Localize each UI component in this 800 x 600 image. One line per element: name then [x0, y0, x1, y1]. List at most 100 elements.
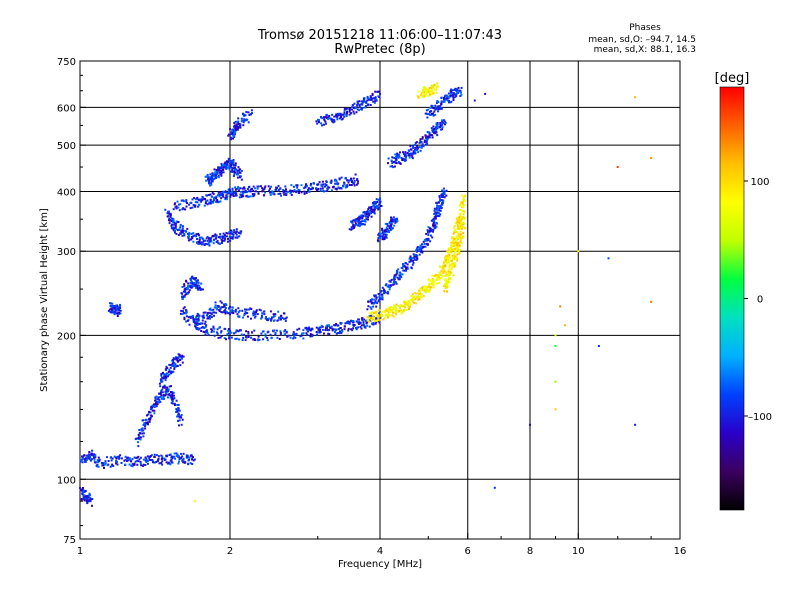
x-mode-point	[445, 258, 448, 261]
x-mode-point	[429, 91, 432, 94]
o-mode-point	[449, 92, 452, 95]
o-mode-point	[231, 309, 234, 311]
o-mode-point	[266, 319, 269, 322]
o-mode-point	[168, 219, 170, 222]
o-mode-point	[352, 177, 355, 180]
o-mode-point	[426, 142, 429, 145]
x-mode-point	[376, 315, 379, 318]
o-mode-point	[454, 89, 457, 92]
o-mode-point	[425, 139, 428, 142]
o-mode-point	[243, 333, 246, 336]
o-mode-point	[439, 121, 442, 124]
o-mode-point	[234, 310, 237, 313]
o-mode-point	[235, 125, 238, 128]
o-mode-point	[237, 123, 240, 125]
o-mode-point	[174, 202, 177, 205]
o-mode-point	[153, 453, 156, 456]
o-mode-point	[177, 206, 180, 209]
o-mode-point	[217, 194, 220, 197]
o-mode-point	[101, 464, 104, 467]
o-mode-point	[185, 200, 188, 203]
x-mode-point	[433, 280, 436, 283]
x-mode-point	[458, 221, 461, 224]
o-mode-point	[201, 198, 204, 201]
x-mode-point	[371, 316, 374, 319]
o-mode-point	[189, 284, 192, 287]
o-mode-point	[353, 180, 356, 183]
o-mode-point	[358, 318, 360, 321]
o-mode-point	[101, 462, 104, 465]
x-mode-point	[462, 199, 465, 201]
x-mode-point	[456, 243, 458, 245]
o-mode-point	[343, 325, 346, 328]
o-mode-point	[166, 367, 169, 370]
o-mode-point	[351, 221, 354, 224]
o-mode-point	[430, 219, 433, 222]
o-mode-point	[425, 109, 428, 112]
o-mode-point	[166, 387, 169, 390]
o-mode-point	[434, 104, 437, 107]
o-mode-point	[109, 456, 112, 459]
o-mode-point	[328, 329, 331, 332]
o-mode-point	[168, 373, 170, 376]
o-mode-point	[251, 112, 253, 115]
o-mode-point	[323, 332, 325, 335]
o-mode-point	[224, 196, 227, 199]
o-mode-point	[87, 454, 90, 456]
x-mode-point	[376, 314, 379, 317]
o-mode-point	[406, 267, 409, 270]
o-mode-point	[441, 119, 443, 122]
x-mode-point	[452, 227, 455, 230]
scattered-point	[493, 486, 496, 489]
o-mode-point	[223, 337, 226, 340]
o-mode-point	[360, 220, 363, 223]
o-mode-point	[429, 227, 432, 230]
o-mode-point	[363, 318, 366, 321]
o-mode-point	[228, 192, 231, 195]
o-mode-point	[185, 312, 187, 315]
o-mode-point	[428, 110, 431, 113]
o-mode-point	[402, 263, 405, 266]
o-mode-point	[197, 288, 200, 291]
o-mode-point	[377, 95, 380, 98]
o-mode-point	[163, 457, 166, 460]
o-mode-point	[378, 203, 381, 206]
o-mode-point	[259, 185, 262, 188]
o-mode-point	[348, 322, 351, 325]
o-mode-point	[182, 461, 185, 464]
o-mode-point	[157, 396, 160, 399]
o-mode-point	[89, 496, 92, 499]
o-mode-point	[202, 240, 205, 243]
o-mode-point	[184, 293, 187, 296]
o-mode-point	[337, 112, 340, 115]
o-mode-point	[416, 148, 419, 151]
o-mode-point	[222, 166, 225, 169]
x-mode-point	[460, 233, 463, 236]
o-mode-point	[220, 306, 223, 309]
o-mode-point	[210, 309, 213, 312]
o-mode-point	[381, 227, 384, 230]
x-mode-point	[428, 282, 431, 285]
o-mode-point	[357, 224, 360, 227]
o-mode-point	[176, 365, 179, 367]
o-mode-point	[430, 127, 433, 130]
o-mode-point	[231, 170, 234, 173]
o-mode-point	[269, 193, 272, 196]
o-mode-point	[120, 457, 123, 460]
o-mode-point	[355, 111, 358, 114]
x-mode-point	[453, 249, 456, 252]
o-mode-point	[116, 315, 119, 317]
o-mode-point	[237, 330, 240, 333]
o-mode-point	[426, 137, 429, 140]
o-mode-point	[242, 121, 245, 124]
o-mode-point	[299, 335, 302, 338]
x-mode-point	[455, 258, 458, 260]
y-tick-label: 400	[57, 187, 76, 198]
o-mode-point	[425, 232, 428, 235]
o-mode-point	[192, 456, 194, 459]
o-mode-point	[169, 212, 172, 215]
o-mode-point	[381, 286, 384, 289]
o-mode-point	[86, 455, 89, 458]
o-mode-point	[220, 330, 223, 333]
